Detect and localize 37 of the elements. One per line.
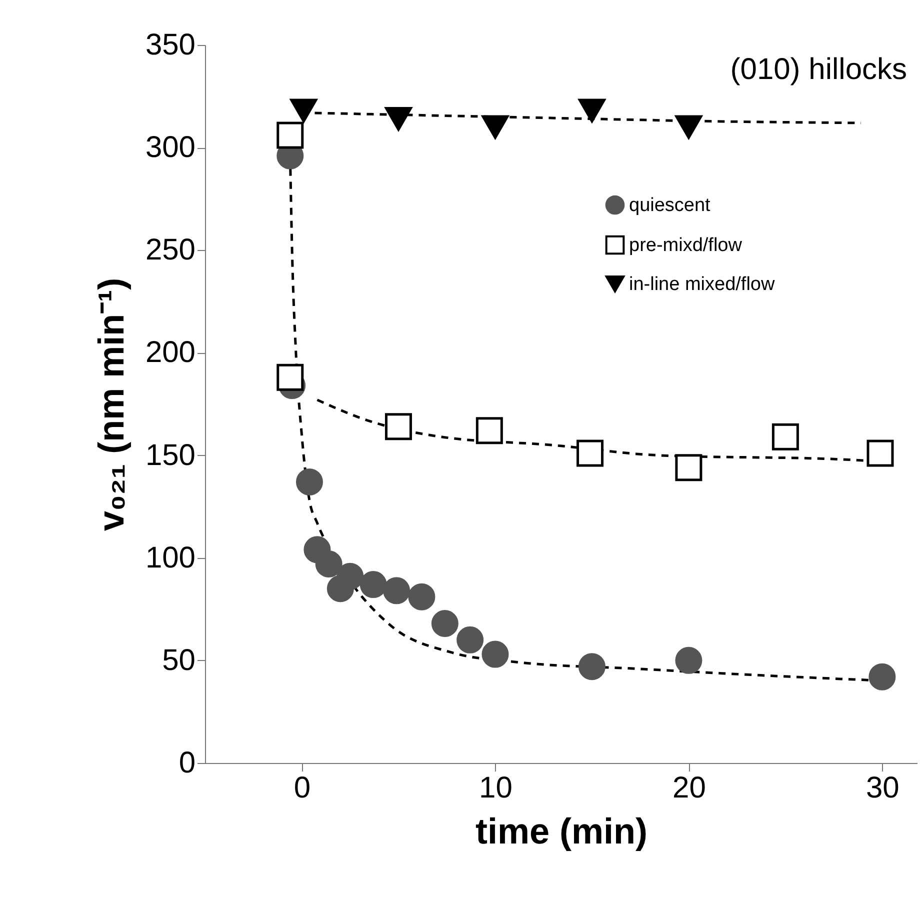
x-tick-label: 0 bbox=[294, 772, 311, 804]
y-axis-title: v₀₂₁ (nm min⁻¹) bbox=[90, 278, 132, 532]
point bbox=[456, 626, 484, 654]
y-tick-label: 150 bbox=[145, 438, 196, 472]
point bbox=[431, 610, 458, 637]
annotation: (010) hillocks bbox=[730, 53, 907, 86]
legend-label: quiescent bbox=[629, 195, 712, 216]
point bbox=[296, 468, 323, 496]
point bbox=[290, 98, 318, 123]
point bbox=[675, 115, 702, 139]
point bbox=[482, 640, 509, 668]
legend-label: pre-mixd/flow bbox=[629, 235, 742, 256]
y-tick-label: 50 bbox=[162, 644, 196, 677]
y-tick-label: 300 bbox=[145, 131, 196, 164]
x-tick-label: 10 bbox=[479, 772, 512, 804]
point bbox=[482, 115, 509, 139]
point bbox=[408, 583, 436, 610]
point bbox=[336, 562, 364, 590]
point bbox=[384, 106, 412, 131]
point bbox=[360, 571, 387, 598]
legend-label: in-line mixed/flow bbox=[629, 274, 775, 295]
x-tick-label: 20 bbox=[672, 772, 706, 804]
point bbox=[578, 653, 606, 680]
y-tick-label: 100 bbox=[145, 541, 196, 574]
point bbox=[315, 550, 342, 578]
y-tick-label: 250 bbox=[145, 234, 196, 267]
y-tick-label: 200 bbox=[145, 336, 196, 370]
point bbox=[868, 663, 896, 690]
y-tick-label: 350 bbox=[145, 28, 196, 62]
point bbox=[383, 577, 410, 604]
point bbox=[276, 122, 304, 149]
point bbox=[675, 646, 702, 674]
point bbox=[276, 364, 304, 391]
point bbox=[578, 98, 606, 123]
y-tick-label: 0 bbox=[178, 746, 196, 780]
x-tick-label: 30 bbox=[866, 772, 900, 804]
x-axis-title: time (min) bbox=[475, 810, 648, 852]
